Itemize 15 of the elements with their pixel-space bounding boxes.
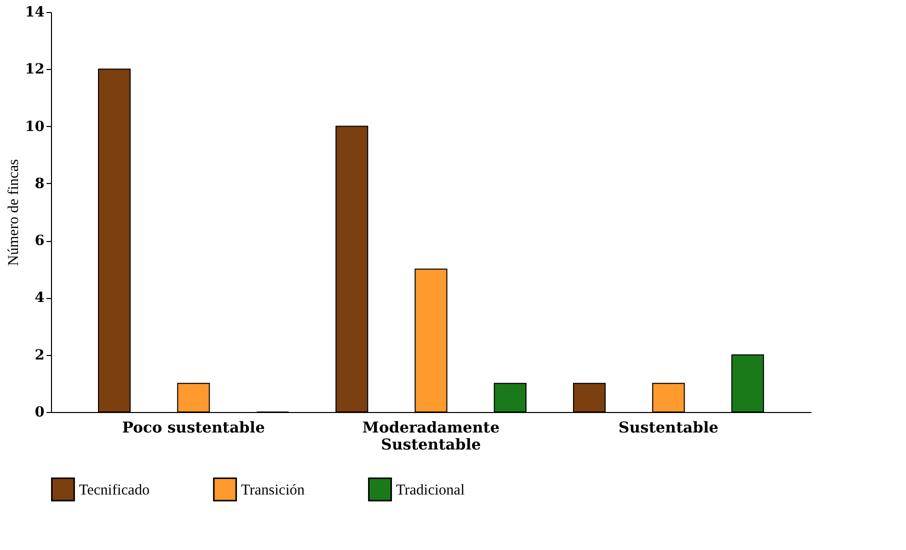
y-tick-label: 14	[25, 4, 45, 20]
legend-label: Transición	[241, 482, 306, 498]
y-tick-label: 6	[34, 233, 44, 250]
legend-label: Tecnificado	[79, 482, 150, 498]
y-axis-title: Número de fincas	[6, 159, 22, 266]
x-tick-label: Poco sustentable	[122, 418, 265, 436]
x-tick-label: Moderadamente Sustentable	[362, 418, 500, 454]
x-tick-label: Sustentable	[618, 418, 718, 436]
legend-label: Tradicional	[396, 482, 465, 498]
y-tick-label: 0	[34, 404, 45, 420]
y-tick-label: 2	[34, 347, 44, 364]
y-tick-label: 10	[25, 118, 45, 135]
y-tick-label: 12	[25, 62, 44, 78]
y-tick-label: 8	[34, 176, 44, 192]
y-tick-label: 4	[34, 290, 45, 306]
